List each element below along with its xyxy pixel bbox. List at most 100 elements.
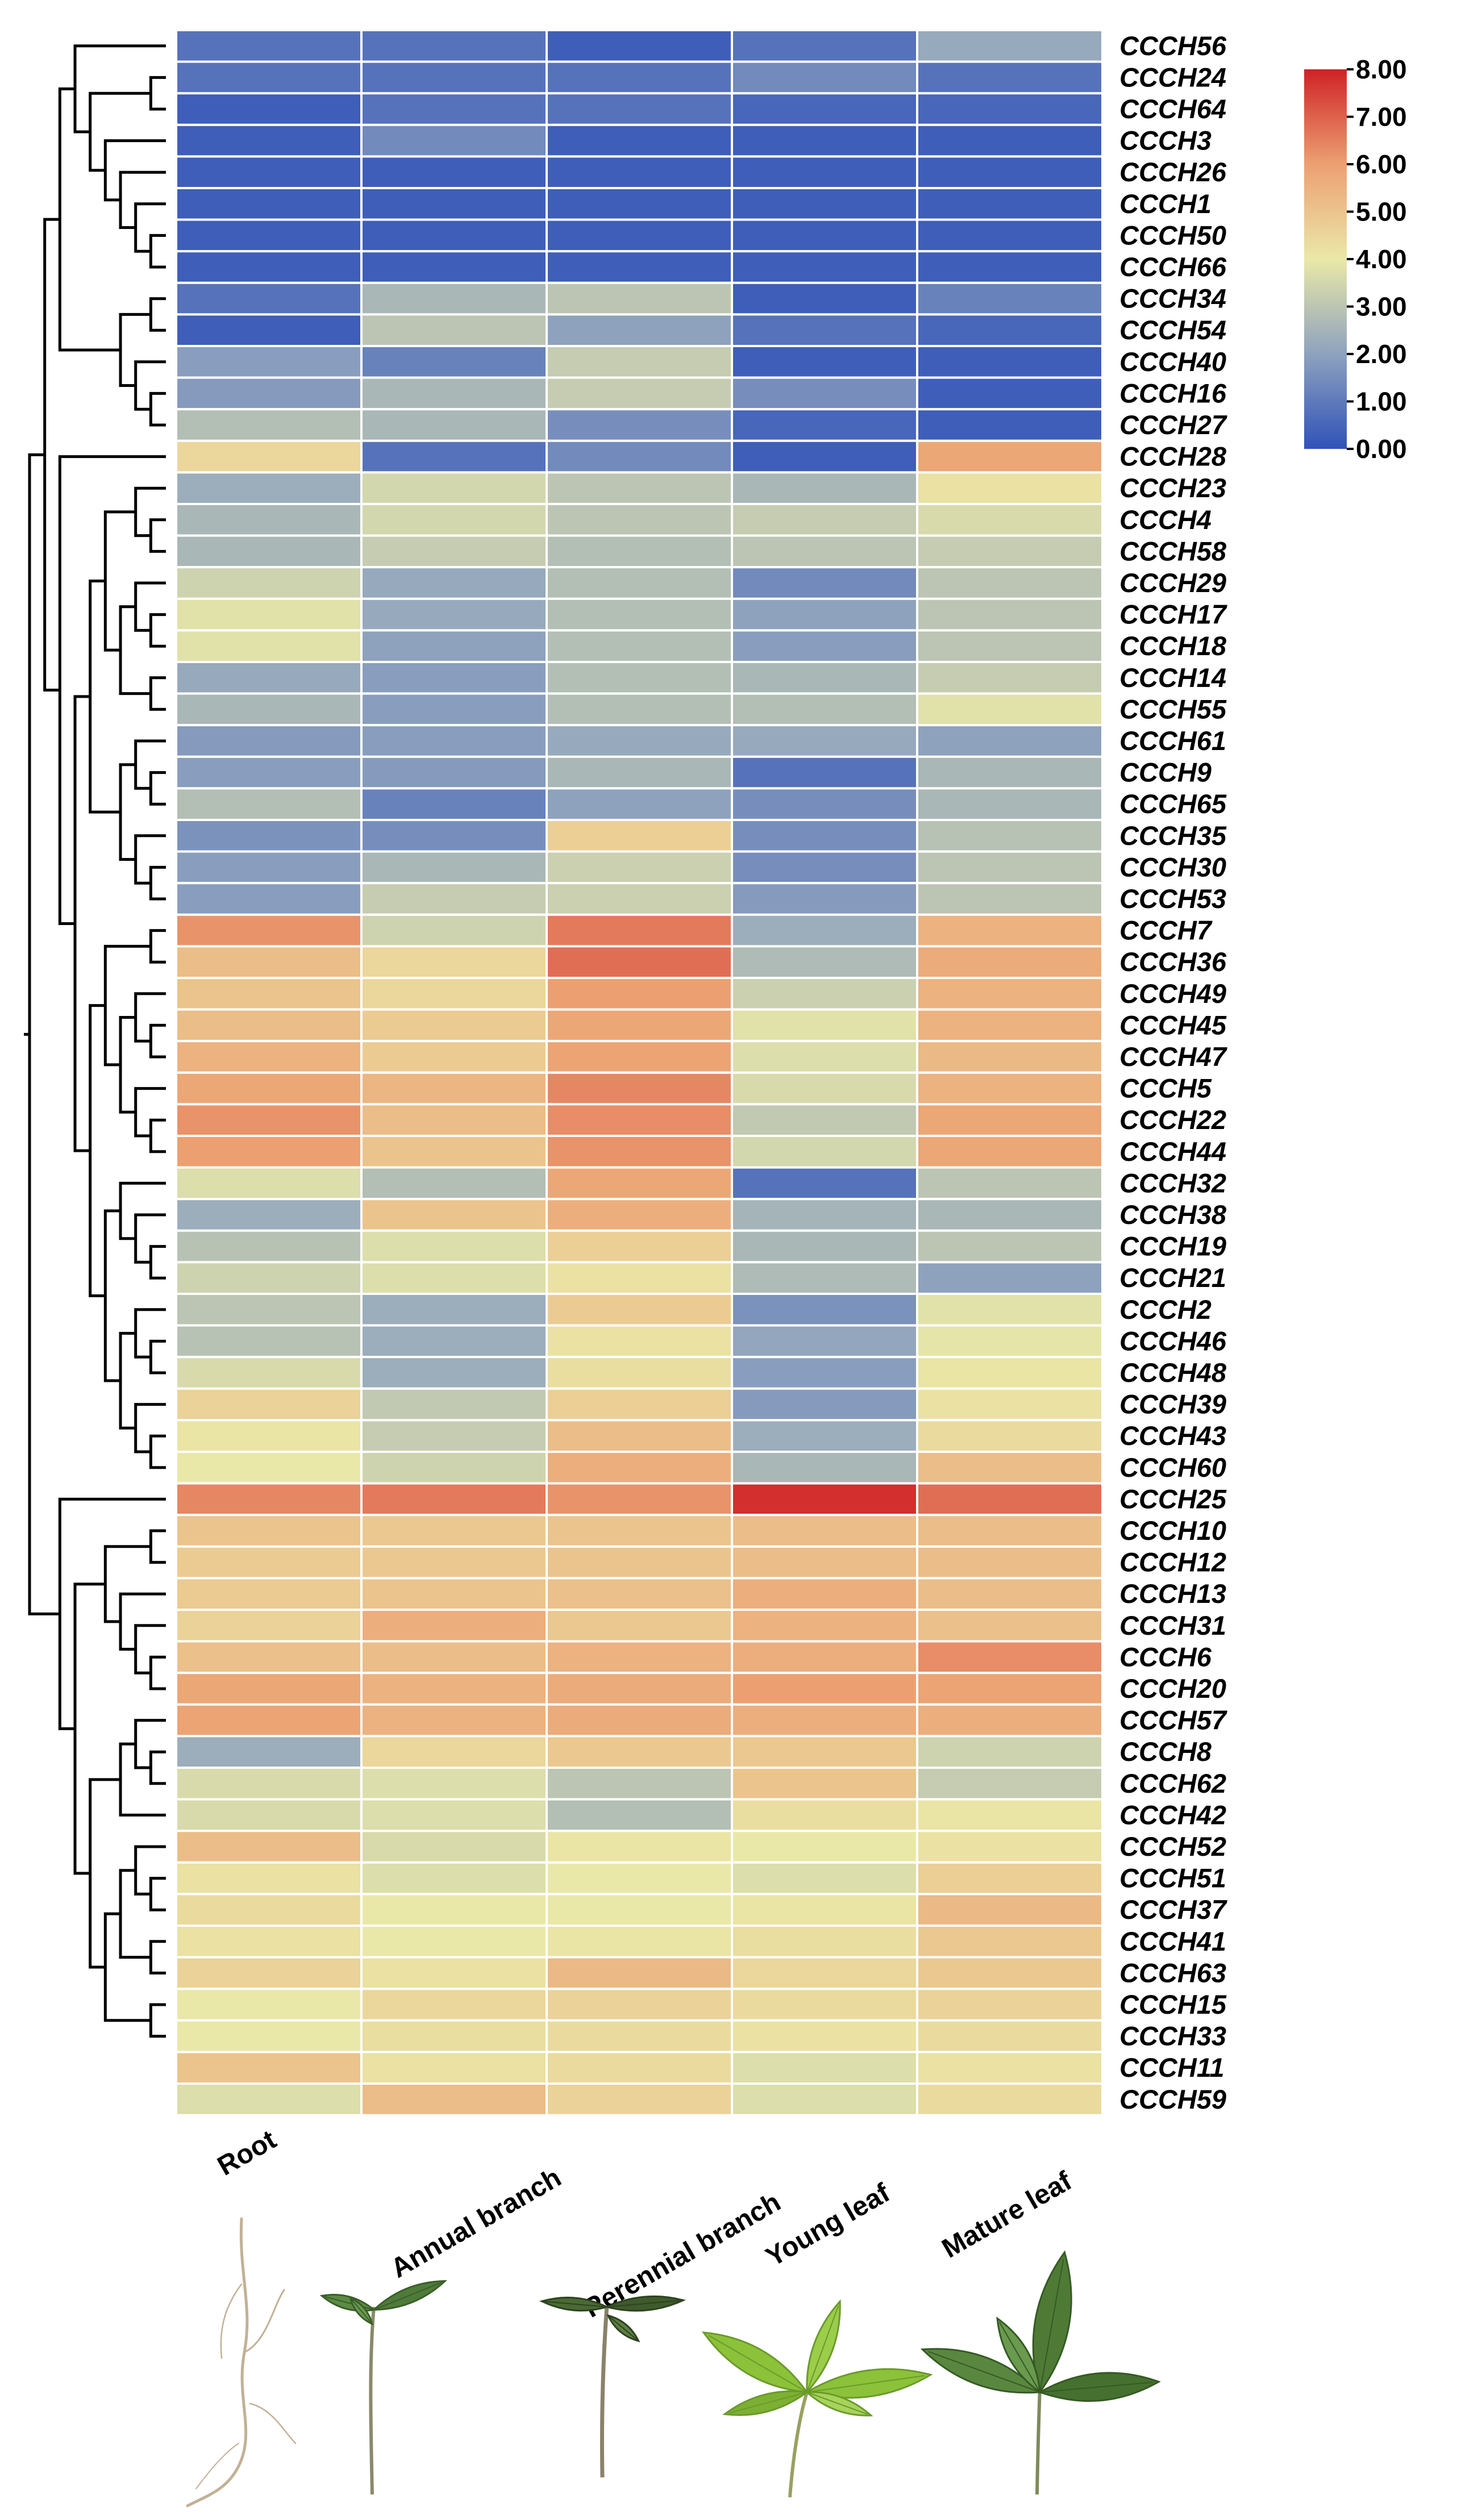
annual-branch-photo	[319, 2280, 448, 2495]
heatmap-cell	[360, 2019, 548, 2054]
heatmap-cell	[175, 1798, 363, 1832]
heatmap-cell	[916, 1040, 1104, 1074]
heatmap-cell	[546, 1229, 733, 1264]
heatmap-cell	[731, 187, 918, 221]
row-label: CCCH27	[1119, 410, 1227, 440]
heatmap-cell	[731, 1893, 918, 1927]
row-label: CCCH9	[1119, 757, 1212, 788]
heatmap-cell	[731, 1103, 918, 1138]
dendrogram-branch	[149, 1940, 166, 1975]
heatmap-cell	[175, 850, 363, 885]
heatmap-cell	[360, 1893, 548, 1927]
dendrogram-branch	[119, 763, 136, 861]
heatmap-cell	[175, 1387, 363, 1422]
row-label: CCCH49	[1119, 978, 1226, 1009]
dendrogram-branch	[89, 580, 120, 814]
row-label: CCCH65	[1119, 789, 1227, 819]
heatmap-cell	[731, 1071, 918, 1106]
heatmap-cell	[916, 1735, 1104, 1769]
heatmap-cell	[360, 1040, 548, 1074]
heatmap-cell	[731, 819, 918, 853]
heatmap-cell	[546, 913, 733, 948]
heatmap-cell	[175, 123, 363, 158]
color-scale-tick-label: 7.00	[1356, 102, 1407, 132]
row-label: CCCH62	[1119, 1768, 1226, 1798]
heatmap-cell	[360, 123, 548, 158]
heatmap-cell	[546, 1767, 733, 1801]
row-label: CCCH16	[1119, 378, 1227, 408]
heatmap-cell	[175, 787, 363, 822]
dendrogram-branch	[89, 1004, 106, 1297]
row-label: CCCH29	[1119, 568, 1226, 598]
heatmap-cell	[916, 882, 1104, 916]
heatmap-cell	[175, 1609, 363, 1643]
heatmap-cell	[360, 787, 548, 822]
heatmap-cell	[916, 787, 1104, 822]
heatmap-cell	[916, 1103, 1104, 1138]
color-scale-tick-label: 1.00	[1356, 387, 1407, 416]
row-label: CCCH61	[1119, 726, 1226, 756]
heatmap-cell	[546, 1166, 733, 1201]
heatmap-cell	[360, 1356, 548, 1390]
heatmap-cell	[916, 692, 1104, 727]
heatmap-cell	[916, 1261, 1104, 1295]
heatmap-cell	[360, 819, 548, 853]
heatmap-cell	[916, 1324, 1104, 1359]
heatmap-cell	[731, 882, 918, 916]
heatmap-cell	[546, 1482, 733, 1517]
dendrogram-branch	[134, 1308, 166, 1359]
heatmap-cell	[916, 1545, 1104, 1580]
heatmap-cell	[546, 819, 733, 853]
row-label: CCCH59	[1119, 2084, 1226, 2114]
heatmap-cell	[731, 597, 918, 632]
heatmap-cell	[175, 439, 363, 474]
heatmap-cell	[731, 534, 918, 569]
heatmap-cell	[546, 1577, 733, 1611]
heatmap-cell	[731, 1956, 918, 1990]
row-label: CCCH20	[1119, 1673, 1226, 1703]
row-label: CCCH18	[1119, 631, 1227, 661]
row-label: CCCH6	[1119, 1642, 1212, 1672]
heatmap-cell	[916, 1609, 1104, 1643]
row-label: CCCH5	[1119, 1073, 1212, 1103]
dendrogram-branch	[149, 1118, 166, 1153]
heatmap-cell	[175, 1830, 363, 1864]
row-label: CCCH66	[1119, 252, 1227, 282]
row-label: CCCH7	[1119, 915, 1213, 945]
heatmap-cell	[546, 345, 733, 379]
heatmap-cell	[731, 60, 918, 95]
heatmap-cell	[916, 1482, 1104, 1517]
heatmap-cell	[175, 2019, 363, 2054]
heatmap-cell	[916, 945, 1104, 980]
heatmap-cell	[546, 1893, 733, 1927]
row-label: CCCH26	[1119, 157, 1227, 187]
heatmap-cell	[175, 1419, 363, 1453]
row-label: CCCH50	[1119, 220, 1226, 250]
heatmap-cell	[546, 218, 733, 253]
heatmap-cell	[175, 1040, 363, 1074]
heatmap-cell	[360, 850, 548, 885]
row-label: CCCH31	[1119, 1610, 1226, 1640]
heatmap-cell	[175, 1514, 363, 1548]
heatmap-cell	[731, 1830, 918, 1864]
heatmap-cell	[546, 1261, 733, 1295]
row-label: CCCH39	[1119, 1389, 1226, 1419]
row-label: CCCH30	[1119, 852, 1226, 882]
heatmap-cell	[360, 945, 548, 980]
row-label: CCCH14	[1119, 663, 1226, 693]
heatmap-cell	[546, 1735, 733, 1769]
column-label: Root	[213, 2125, 281, 2182]
heatmap-cell	[546, 1419, 733, 1453]
heatmap-cell	[546, 1925, 733, 1959]
heatmap-cell	[360, 1071, 548, 1106]
heatmap-cell	[546, 1672, 733, 1706]
heatmap-cell	[175, 60, 363, 95]
heatmap-cell	[916, 503, 1104, 537]
column-label: Annual branch	[386, 2163, 567, 2284]
heatmap-cell	[731, 661, 918, 695]
heatmap-cell	[916, 1703, 1104, 1738]
row-label: CCCH4	[1119, 505, 1212, 535]
heatmap-cell	[731, 1356, 918, 1390]
heatmap-cell	[731, 1293, 918, 1327]
row-label: CCCH56	[1119, 31, 1227, 61]
